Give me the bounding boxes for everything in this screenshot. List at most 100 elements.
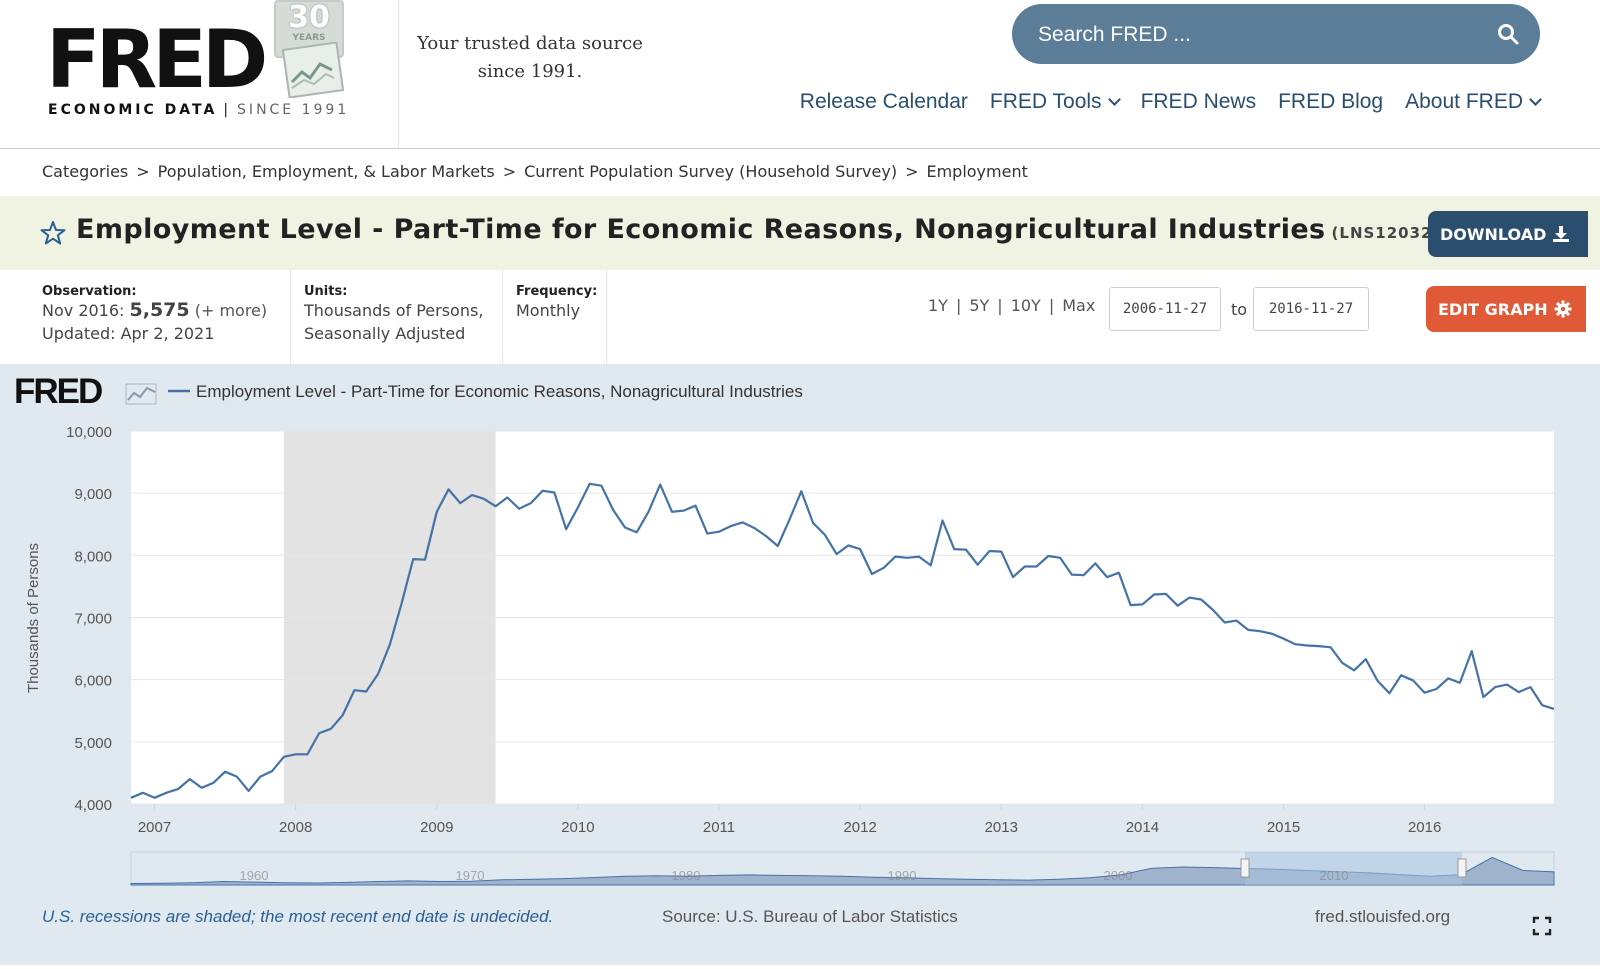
y-tick-label: 6,000 (74, 673, 112, 690)
units-panel: Units: Thousands of Persons, Seasonally … (304, 270, 503, 364)
nav-fred-blog-label: FRED Blog (1278, 90, 1384, 113)
range-divider: | (997, 296, 1003, 315)
x-tick-label: 2013 (985, 819, 1018, 836)
nav-fred-tools-label: FRED Tools (989, 90, 1102, 113)
main-nav: Release Calendar FRED Tools FRED News FR… (800, 90, 1542, 114)
nav-about-fred-label: About FRED (1405, 90, 1523, 113)
badge-number: 30 (288, 0, 330, 35)
range-10y[interactable]: 10Y (1010, 296, 1041, 315)
series-line (130, 482, 1555, 799)
range-max[interactable]: Max (1062, 296, 1096, 315)
breadcrumb-separator: > (136, 162, 150, 181)
x-tick-label: 2016 (1408, 819, 1441, 836)
navigator-left-handle[interactable] (1240, 858, 1250, 878)
navigator-selection[interactable] (1245, 852, 1462, 885)
frequency-panel: Frequency: Monthly (516, 270, 607, 364)
search-bar[interactable] (1012, 4, 1540, 64)
series-title-bar (0, 196, 1600, 270)
range-divider: | (1048, 296, 1055, 315)
navigator-right-handle[interactable] (1457, 858, 1467, 878)
x-tick-label: 2009 (420, 819, 453, 836)
x-tick-label: 2014 (1126, 819, 1159, 836)
chart-logo-icon (127, 386, 156, 401)
legend-label: Employment Level - Part-Time for Economi… (196, 382, 803, 401)
header-divider (398, 0, 399, 148)
source-note: Source: U.S. Bureau of Labor Statistics (662, 907, 958, 926)
range-selector: 1Y | 5Y | 10Y | Max (928, 296, 1095, 315)
tagline: Your trusted data source since 1991. (417, 33, 643, 82)
frequency-label: Frequency: (516, 284, 598, 299)
observation-value: 5,575 (129, 299, 190, 321)
navigator-label: 1980 (672, 868, 701, 883)
badge-word: YEARS (292, 33, 326, 43)
observation-more-link[interactable]: (+ more) (194, 301, 268, 320)
observation-date: Nov 2016: (42, 301, 125, 320)
nav-release-calendar-label: Release Calendar (799, 90, 968, 113)
logo-separator: | (223, 102, 232, 118)
nav-fred-blog[interactable]: FRED Blog (1278, 90, 1383, 114)
navigator-label: 1960 (240, 868, 269, 883)
breadcrumb-separator: > (905, 162, 919, 181)
logo-since: SINCE 1991 (237, 102, 350, 118)
x-tick-label: 2008 (279, 819, 312, 836)
chart-panel: FRED Employment Level - Part-Time for Ec… (0, 364, 1600, 965)
navigator-label: 1970 (456, 868, 485, 883)
range-divider: | (955, 296, 962, 315)
download-label: DOWNLOAD (1440, 224, 1547, 244)
logo-economic-data: ECONOMIC DATA (48, 102, 218, 118)
chevron-down-icon (1529, 92, 1542, 106)
x-tick-label: 2012 (843, 819, 876, 836)
nav-release-calendar[interactable]: Release Calendar (800, 90, 968, 114)
edit-graph-label: EDIT GRAPH (1438, 299, 1548, 319)
download-icon (1553, 226, 1570, 242)
series-title-text: Employment Level - Part-Time for Economi… (76, 214, 1326, 245)
nav-about-fred[interactable]: About FRED (1405, 90, 1542, 114)
site-header: FRED 30 YEARS ECONOMIC DATA | SINCE 1991 Y… (0, 0, 1600, 149)
chart-fred-logo: FRED (14, 372, 102, 411)
x-tick-label: 2007 (138, 819, 171, 836)
fullscreen-icon[interactable] (1532, 916, 1552, 936)
y-tick-label: 8,000 (74, 548, 112, 565)
start-date-input[interactable] (1109, 287, 1221, 331)
breadcrumb-population[interactable]: Population, Employment, & Labor Markets (157, 162, 495, 181)
navigator-label: 2000 (1104, 868, 1133, 883)
observation-line: Nov 2016: 5,575 (+ more) (42, 299, 290, 322)
chevron-down-icon (1107, 92, 1121, 106)
y-tick-label: 7,000 (74, 611, 112, 628)
observation-updated: Updated: Apr 2, 2021 (42, 324, 215, 343)
search-input[interactable] (1036, 18, 1480, 52)
site-url[interactable]: fred.stlouisfed.org (1315, 907, 1451, 926)
line-chart[interactable]: FRED Employment Level - Part-Time for Ec… (0, 364, 1600, 965)
observation-label: Observation: (42, 284, 137, 299)
navigator-label: 1990 (888, 868, 917, 883)
y-tick-label: 10,000 (66, 424, 112, 441)
breadcrumb-separator: > (502, 162, 517, 181)
breadcrumb-cps[interactable]: Current Population Survey (Household Sur… (524, 162, 898, 181)
x-tick-label: 2015 (1267, 819, 1300, 836)
chart-logo-frame (125, 383, 157, 405)
star-icon[interactable] (40, 220, 66, 246)
fred-logo[interactable]: FRED 30 YEARS ECONOMIC DATA | SINCE 1991 (46, 0, 366, 126)
nav-fred-tools[interactable]: FRED Tools (989, 90, 1121, 114)
range-5y[interactable]: 5Y (969, 296, 990, 315)
breadcrumb-categories[interactable]: Categories (42, 162, 129, 181)
nav-fred-news[interactable]: FRED News (1141, 90, 1257, 114)
y-tick-label: 4,000 (74, 797, 112, 814)
navigator-label: 2010 (1320, 868, 1349, 883)
fred-logo-wordmark: FRED (46, 13, 268, 106)
y-axis-label: Thousands of Persons (25, 543, 42, 693)
breadcrumb-employment[interactable]: Employment (926, 162, 1028, 181)
logo-subtitle: ECONOMIC DATA | SINCE 1991 (48, 102, 349, 118)
end-date-input[interactable] (1253, 287, 1369, 331)
range-1y[interactable]: 1Y (928, 296, 948, 315)
navigator[interactable]: 1960 1970 1980 1990 2000 2010 (130, 851, 1555, 886)
series-title: Employment Level - Part-Time for Economi… (76, 214, 1475, 245)
gear-icon (1554, 300, 1572, 318)
download-button[interactable]: DOWNLOAD (1428, 211, 1588, 257)
edit-graph-button[interactable]: EDIT GRAPH (1426, 286, 1586, 332)
observation-panel: Observation: Nov 2016: 5,575 (+ more) Up… (42, 270, 291, 364)
x-tick-label: 2010 (561, 819, 594, 836)
frequency-value: Monthly (516, 301, 581, 320)
units-value-line2: Seasonally Adjusted (304, 324, 466, 343)
search-icon[interactable] (1496, 22, 1520, 46)
